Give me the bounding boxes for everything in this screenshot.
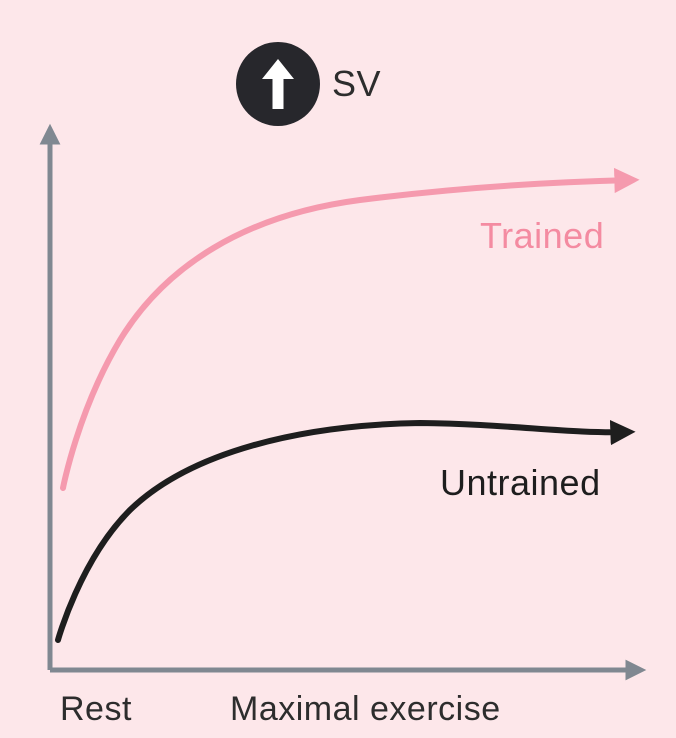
series-untrained [58,423,628,640]
badge-label: SV [332,63,381,105]
series-label-untrained: Untrained [440,462,601,504]
increase-badge [236,42,320,126]
chart-canvas: Rest Maximal exercise Trained Untrained SV [0,0,676,738]
up-arrow-icon [236,42,320,126]
series-label-trained: Trained [480,215,604,257]
x-axis-label-0: Rest [60,690,132,729]
x-axis-label-1: Maximal exercise [230,690,501,729]
chart-svg [0,0,676,738]
